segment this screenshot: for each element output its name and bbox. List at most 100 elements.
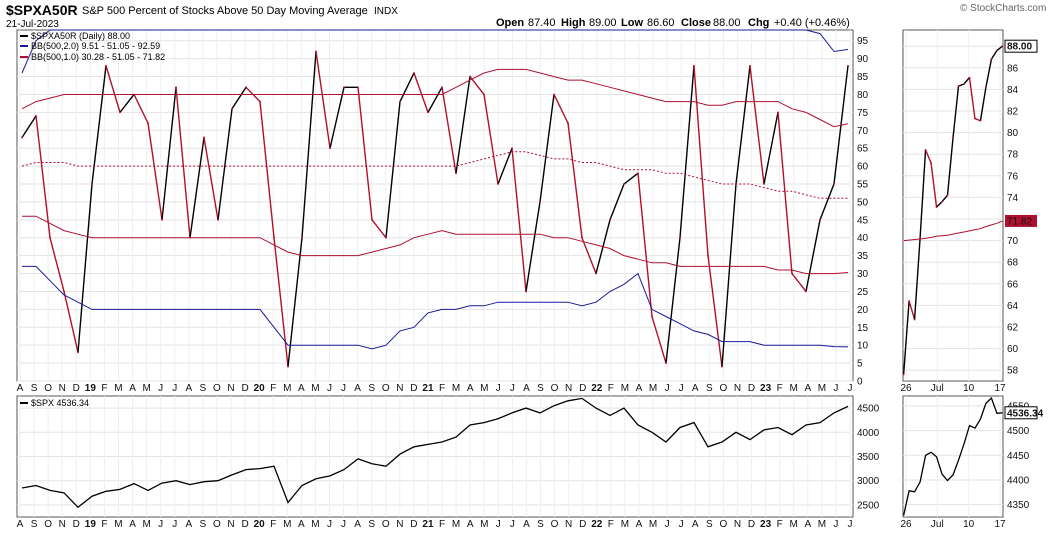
chg-value: +0.40 (+0.46%) bbox=[774, 17, 850, 29]
main-series-segment bbox=[287, 237, 303, 367]
zoom-y-tick-label: 70 bbox=[1007, 236, 1019, 247]
spx-x-tick-label: D bbox=[579, 519, 586, 530]
main-y-tick-label: 25 bbox=[857, 287, 869, 298]
spx-x-tick-label: S bbox=[200, 519, 207, 530]
spx-x-tick-label: A bbox=[298, 519, 305, 530]
zoom-y-tick-label: 74 bbox=[1007, 193, 1019, 204]
zoom-y-tick-label: 84 bbox=[1007, 85, 1019, 96]
main-series-segment bbox=[105, 65, 121, 113]
main-x-tick-label: 23 bbox=[760, 383, 772, 394]
main-x-tick-label: F bbox=[270, 383, 276, 394]
main-data-point bbox=[595, 272, 597, 275]
zoom-spx-x-tick-label: 17 bbox=[994, 519, 1006, 530]
main-series-3 bbox=[21, 68, 849, 128]
main-series-segment bbox=[511, 148, 527, 292]
zoom-series-segment bbox=[958, 83, 965, 87]
main-x-tick-label: 20 bbox=[254, 383, 266, 394]
series-layer bbox=[21, 29, 1004, 516]
main-data-point bbox=[119, 111, 121, 114]
zoom-series-segment bbox=[985, 59, 993, 88]
chart-description: S&P 500 Percent of Stocks Above 50 Day M… bbox=[82, 5, 368, 17]
main-x-tick-label: M bbox=[452, 383, 460, 394]
zoom-series-segment bbox=[990, 50, 998, 60]
main-series-segment bbox=[217, 108, 233, 220]
spx-x-tick-label: J bbox=[496, 519, 501, 530]
main-series-segment bbox=[49, 237, 65, 292]
spx-x-tick-label: J bbox=[341, 519, 346, 530]
main-data-point bbox=[721, 365, 723, 368]
main-series-segment bbox=[259, 101, 275, 238]
main-data-point bbox=[245, 86, 247, 89]
zoom-spx-y-tick-label: 4350 bbox=[1007, 500, 1030, 511]
spx-x-tick-label: N bbox=[565, 519, 572, 530]
main-y-tick-label: 55 bbox=[857, 180, 869, 191]
chg-label: Chg bbox=[748, 17, 769, 29]
zoom-series-segment bbox=[996, 45, 1003, 52]
zoom-x-tick-label: 10 bbox=[963, 383, 975, 394]
main-y-tick-label: 85 bbox=[857, 72, 869, 83]
main-series-segment bbox=[329, 87, 345, 149]
zoom-series-segment bbox=[946, 137, 954, 196]
zoom-spx-price-callout: 4536.34 bbox=[1007, 408, 1044, 419]
main-data-point bbox=[651, 315, 653, 318]
zoom-y-tick-label: 66 bbox=[1007, 279, 1019, 290]
zoom-y-tick-label: 58 bbox=[1007, 366, 1019, 377]
zoom-spx-x-tick-label: 26 bbox=[900, 519, 912, 530]
main-series-segment bbox=[525, 201, 541, 292]
main-y-tick-label: 50 bbox=[857, 197, 869, 208]
zoom-data-point bbox=[957, 85, 960, 88]
main-data-point bbox=[805, 290, 807, 293]
main-x-tick-label: M bbox=[480, 383, 488, 394]
main-x-tick-label: J bbox=[833, 383, 838, 394]
main-series-segment bbox=[651, 316, 667, 364]
close-label: Close bbox=[681, 17, 711, 29]
main-series-segment bbox=[763, 112, 779, 185]
main-series-1 bbox=[21, 29, 849, 74]
zoom-series-segment bbox=[941, 194, 949, 203]
main-x-tick-label: A bbox=[804, 383, 811, 394]
main-x-tick-label: 19 bbox=[85, 383, 97, 394]
main-x-tick-label: N bbox=[396, 383, 403, 394]
chart-symbol: $SPXA50R bbox=[6, 2, 78, 18]
main-series-segment bbox=[735, 65, 751, 185]
spx-y-tick-label: 3500 bbox=[857, 452, 880, 463]
main-series-segment bbox=[553, 94, 569, 124]
spx-x-tick-label: O bbox=[719, 519, 727, 530]
main-data-point bbox=[511, 147, 513, 150]
main-x-tick-label: S bbox=[537, 383, 544, 394]
main-data-point bbox=[427, 111, 429, 114]
main-data-point bbox=[553, 93, 555, 96]
main-series-segment bbox=[119, 94, 135, 113]
main-data-point bbox=[273, 236, 275, 239]
main-x-tick-label: O bbox=[719, 383, 727, 394]
zoom-series-segment bbox=[968, 77, 976, 119]
legend-item-1: BB(500,2.0) 9.51 - 51.05 - 92.59 bbox=[31, 41, 160, 51]
zoom-series-1 bbox=[903, 220, 1003, 242]
main-series-segment bbox=[679, 65, 695, 238]
main-x-tick-label: S bbox=[368, 383, 375, 394]
main-series-segment bbox=[315, 51, 331, 149]
main-series-segment bbox=[623, 172, 639, 185]
zoom-series-segment bbox=[919, 149, 927, 239]
zoom-y-tick-label: 82 bbox=[1007, 107, 1019, 118]
main-series-segment bbox=[707, 255, 723, 367]
zoom-series-segment bbox=[952, 86, 960, 139]
main-y-tick-label: 60 bbox=[857, 162, 869, 173]
zoom-y-tick-label: 60 bbox=[1007, 344, 1019, 355]
zoom-y-tick-label: 80 bbox=[1007, 128, 1019, 139]
main-series-segment bbox=[483, 94, 499, 185]
spx-x-tick-label: 23 bbox=[760, 519, 772, 530]
main-x-tick-label: S bbox=[200, 383, 207, 394]
main-y-tick-label: 70 bbox=[857, 126, 869, 137]
spx-x-tick-label: J bbox=[510, 519, 515, 530]
main-x-tick-label: A bbox=[354, 383, 361, 394]
zoom-spx-y-tick-label: 4400 bbox=[1007, 475, 1030, 486]
zoom-series-segment bbox=[936, 201, 943, 208]
zoom-y-tick-label: 62 bbox=[1007, 323, 1019, 334]
main-x-tick-label: M bbox=[790, 383, 798, 394]
close-value: 88.00 bbox=[713, 17, 741, 29]
main-data-point bbox=[315, 50, 317, 53]
main-data-point bbox=[525, 290, 527, 293]
